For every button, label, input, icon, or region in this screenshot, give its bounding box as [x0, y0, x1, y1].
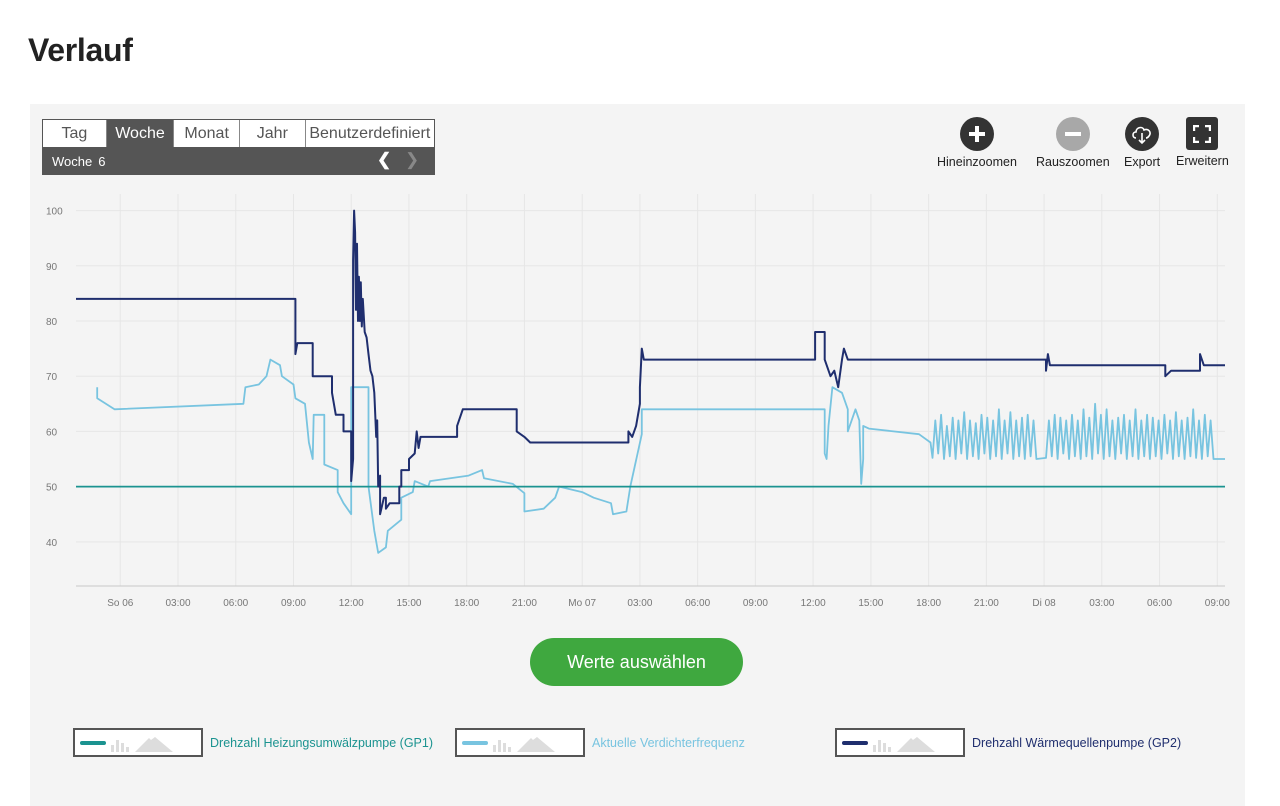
y-tick-label: 100 [46, 207, 63, 218]
legend-toggle-gp1[interactable] [73, 728, 203, 757]
x-tick-label: 18:00 [916, 598, 941, 609]
legend-label-gp1: Drehzahl Heizungsumwälzpumpe (GP1) [210, 735, 434, 750]
minus-icon [1055, 117, 1090, 151]
y-tick-label: 60 [46, 427, 58, 438]
tab-year[interactable]: Jahr [240, 120, 306, 147]
fullscreen-icon [1186, 117, 1219, 150]
x-tick-label: 03:00 [165, 598, 190, 609]
legend-line-compressor [462, 741, 488, 745]
plus-icon [959, 117, 994, 151]
tab-month[interactable]: Monat [174, 120, 240, 147]
x-tick-label: 09:00 [1205, 598, 1230, 609]
next-period-icon[interactable]: ❯ [405, 150, 420, 169]
chart-type-icon [493, 737, 555, 752]
page-title: Verlauf [28, 32, 133, 68]
series-line-gp2 [76, 209, 1225, 516]
cloud-download-icon [1125, 117, 1160, 151]
legend-item-gp1[interactable]: Drehzahl Heizungsumwälzpumpe (GP1) [73, 728, 433, 757]
x-tick-label: So 06 [107, 598, 134, 609]
legend-label-gp2: Drehzahl Wärmequellenpumpe (GP2) [972, 735, 1182, 750]
series-line-compressor [96, 358, 1225, 554]
y-tick-label: 40 [46, 538, 58, 549]
period-bar: Woche 6 ❮ ❯ [43, 147, 434, 175]
legend-toggle-gp2[interactable] [835, 728, 965, 757]
chart-type-icon [111, 737, 173, 752]
x-tick-label: 21:00 [974, 598, 999, 609]
x-tick-label: Mo 07 [568, 598, 596, 609]
legend-line-gp1 [80, 741, 106, 745]
zoom-in-label: Hineinzoomen [937, 155, 1017, 169]
x-tick-label: 06:00 [1147, 598, 1172, 609]
select-values-button[interactable]: Werte auswählen [530, 638, 743, 686]
x-tick-label: 21:00 [512, 598, 537, 609]
x-tick-label: 12:00 [801, 598, 826, 609]
x-tick-label: 06:00 [685, 598, 710, 609]
legend-toggle-compressor[interactable] [455, 728, 585, 757]
line-chart[interactable]: 40 50 60 70 80 90 100 So 06 03:00 06:00 09:00 12:00… [30, 174, 1245, 614]
x-tick-label: 15:00 [396, 598, 421, 609]
previous-period-icon[interactable]: ❮ [377, 150, 392, 169]
y-tick-label: 70 [46, 372, 58, 383]
tab-week[interactable]: Woche [106, 120, 175, 147]
chart-type-icon [873, 737, 935, 752]
x-tick-label: 18:00 [454, 598, 479, 609]
x-tick-label: Di 08 [1032, 598, 1056, 609]
tab-day[interactable]: Tag [43, 120, 107, 147]
legend-item-compressor[interactable]: Aktuelle Verdichterfrequenz [455, 728, 745, 757]
x-tick-label: 03:00 [1089, 598, 1114, 609]
y-tick-label: 90 [46, 262, 58, 273]
x-tick-label: 09:00 [281, 598, 306, 609]
export-button[interactable]: Export [1124, 117, 1160, 169]
expand-label: Erweitern [1176, 154, 1229, 168]
zoom-out-button[interactable]: Rauszoomen [1036, 117, 1110, 169]
x-tick-label: 12:00 [339, 598, 364, 609]
zoom-out-label: Rauszoomen [1036, 155, 1110, 169]
x-tick-label: 06:00 [223, 598, 248, 609]
range-selector: Tag Woche Monat Jahr Benutzerdefiniert W… [42, 119, 435, 175]
range-tabs: Tag Woche Monat Jahr Benutzerdefiniert [43, 120, 434, 147]
export-label: Export [1124, 155, 1161, 169]
legend-line-gp2 [842, 741, 868, 745]
tab-custom[interactable]: Benutzerdefiniert [309, 124, 431, 142]
y-tick-label: 80 [46, 317, 58, 328]
period-label: Woche [52, 153, 93, 169]
legend-item-gp2[interactable]: Drehzahl Wärmequellenpumpe (GP2) [835, 728, 1181, 757]
y-tick-label: 50 [46, 483, 58, 494]
chart-panel: Tag Woche Monat Jahr Benutzerdefiniert W… [30, 104, 1245, 806]
x-tick-label: 09:00 [743, 598, 768, 609]
zoom-in-button[interactable]: Hineinzoomen [937, 117, 1017, 169]
expand-button[interactable]: Erweitern [1176, 117, 1229, 168]
x-tick-label: 03:00 [627, 598, 652, 609]
period-number: 6 [98, 153, 106, 169]
legend-label-compressor: Aktuelle Verdichterfrequenz [592, 735, 745, 750]
x-tick-label: 15:00 [858, 598, 883, 609]
